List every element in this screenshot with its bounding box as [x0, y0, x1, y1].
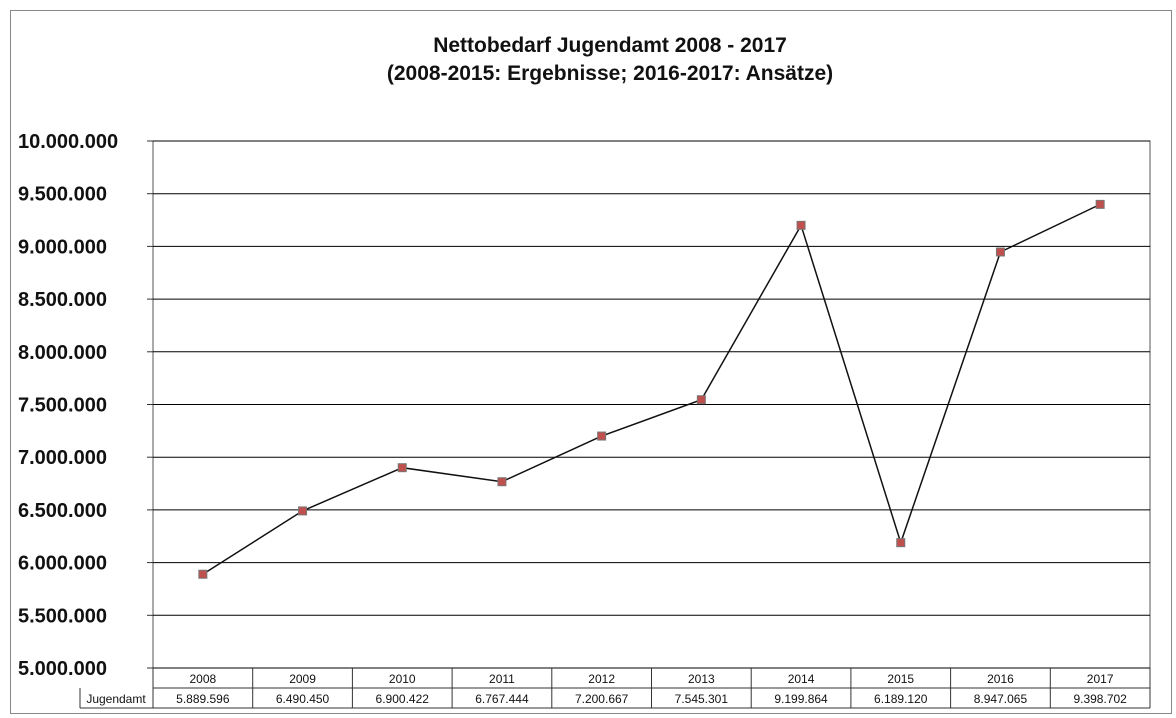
data-point — [597, 431, 607, 441]
table-value-cell: 6.767.444 — [475, 692, 529, 706]
data-point — [397, 463, 407, 473]
x-tick-label: 2014 — [788, 672, 815, 686]
y-tick-label: 9.000.000 — [18, 236, 107, 258]
table-value-cell: 7.545.301 — [675, 692, 729, 706]
data-point — [497, 477, 507, 487]
data-point — [995, 247, 1005, 257]
y-tick-label: 8.000.000 — [18, 342, 107, 364]
y-tick-label: 6.500.000 — [18, 500, 107, 522]
data-point — [796, 220, 806, 230]
chart-frame — [10, 10, 1172, 714]
data-point — [896, 538, 906, 548]
data-point — [1095, 199, 1105, 209]
table-value-cell: 7.200.667 — [575, 692, 629, 706]
y-tick-label: 7.500.000 — [18, 395, 107, 417]
x-tick-label: 2012 — [588, 672, 615, 686]
x-tick-label: 2015 — [887, 672, 914, 686]
data-point — [198, 569, 208, 579]
y-tick-label: 8.500.000 — [18, 289, 107, 311]
x-tick-label: 2016 — [987, 672, 1014, 686]
x-tick-label: 2013 — [688, 672, 715, 686]
data-point — [696, 395, 706, 405]
table-value-cell: 5.889.596 — [176, 692, 230, 706]
x-tick-label: 2011 — [489, 672, 515, 686]
table-value-cell: 9.398.702 — [1073, 692, 1127, 706]
data-point — [298, 506, 308, 516]
table-value-cell: 6.900.422 — [376, 692, 430, 706]
table-series-label: Jugendamt — [86, 692, 146, 706]
y-tick-label: 7.000.000 — [18, 447, 107, 469]
y-tick-label: 9.500.000 — [18, 184, 107, 206]
table-value-cell: 6.189.120 — [874, 692, 928, 706]
x-tick-label: 2017 — [1087, 672, 1114, 686]
x-tick-label: 2009 — [289, 672, 316, 686]
y-tick-label: 5.000.000 — [18, 658, 107, 680]
y-tick-label: 10.000.000 — [18, 131, 118, 153]
x-tick-label: 2008 — [189, 672, 216, 686]
x-tick-label: 2010 — [389, 672, 416, 686]
table-value-cell: 8.947.065 — [974, 692, 1028, 706]
table-value-cell: 9.199.864 — [774, 692, 828, 706]
y-tick-label: 6.000.000 — [18, 553, 107, 575]
table-value-cell: 6.490.450 — [276, 692, 330, 706]
series-line — [202, 203, 1101, 575]
y-tick-label: 5.500.000 — [18, 605, 107, 627]
chart-title: Nettobedarf Jugendamt 2008 - 2017 — [433, 34, 787, 57]
chart-subtitle: (2008-2015: Ergebnisse; 2016-2017: Ansät… — [386, 62, 834, 85]
